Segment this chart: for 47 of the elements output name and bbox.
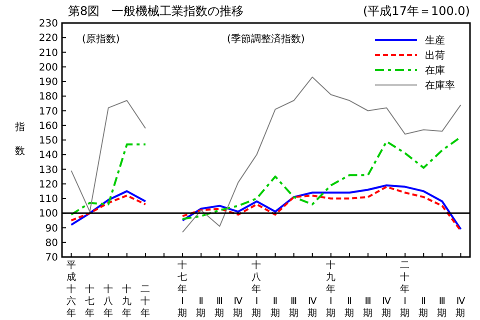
x-tick-label: 二十年	[140, 284, 150, 319]
legend-label: 在庫	[425, 64, 445, 76]
x-tick-label: Ⅱ期	[196, 296, 206, 319]
x-tick-label: 十七年Ⅰ期	[178, 259, 188, 319]
y-tick-label: 140	[38, 150, 58, 162]
y-tick-label: 70	[45, 252, 58, 264]
x-tick-label: Ⅳ期	[382, 296, 392, 319]
y-tick-label: 200	[38, 62, 58, 74]
y-tick-label: 90	[45, 223, 58, 234]
x-tick-label: Ⅱ期	[418, 296, 429, 319]
x-tick-label: Ⅳ期	[307, 296, 318, 319]
y-tick-label: 230	[38, 18, 58, 30]
chart-title: 第8図 一般機械工業指数の推移	[68, 4, 244, 18]
y-tick-label: 160	[38, 120, 58, 132]
y-tick-label: 150	[38, 136, 58, 146]
y-tick-label: 170	[38, 106, 58, 118]
annotation: (原指数)	[82, 33, 120, 45]
y-tick-label: 190	[38, 77, 58, 88]
x-tick-label: 十九年	[122, 283, 132, 319]
x-tick-label: 十七年	[84, 283, 95, 319]
y-tick-label: 80	[45, 238, 58, 249]
x-tick-label: Ⅲ期	[437, 296, 448, 319]
y-tick-label: 220	[38, 33, 58, 44]
y-tick-label: 210	[38, 48, 58, 59]
x-tick-label: 十八年Ⅰ期	[252, 259, 262, 319]
y-tick-label: 180	[38, 92, 58, 103]
x-tick-label: Ⅲ期	[363, 296, 373, 319]
x-tick-label: Ⅳ期	[233, 296, 244, 319]
legend-label: 生産	[425, 34, 445, 46]
legend-label: 在庫率	[425, 80, 455, 92]
chart-subtitle: (平成17年＝100.0)	[363, 4, 470, 18]
y-tick-label: 120	[38, 179, 58, 190]
x-tick-label: Ⅲ期	[288, 296, 299, 319]
x-tick-label: Ⅳ期	[456, 296, 466, 319]
annotation: (季節調整済指数)	[227, 33, 305, 45]
x-tick-label: Ⅱ期	[344, 296, 354, 319]
x-tick-label: 平成十六年	[66, 260, 76, 319]
x-tick-label: 十九年Ⅰ期	[326, 259, 336, 319]
x-tick-label: Ⅲ期	[214, 296, 225, 319]
x-tick-label: Ⅱ期	[270, 296, 280, 319]
x-tick-label: 二十年Ⅰ期	[400, 260, 410, 319]
y-tick-label: 130	[38, 164, 58, 176]
legend-label: 出荷	[425, 50, 445, 62]
x-tick-label: 十八年	[103, 283, 114, 319]
y-tick-label: 110	[38, 194, 58, 205]
y-tick-label: 100	[38, 208, 58, 220]
text: 指数	[15, 122, 25, 157]
